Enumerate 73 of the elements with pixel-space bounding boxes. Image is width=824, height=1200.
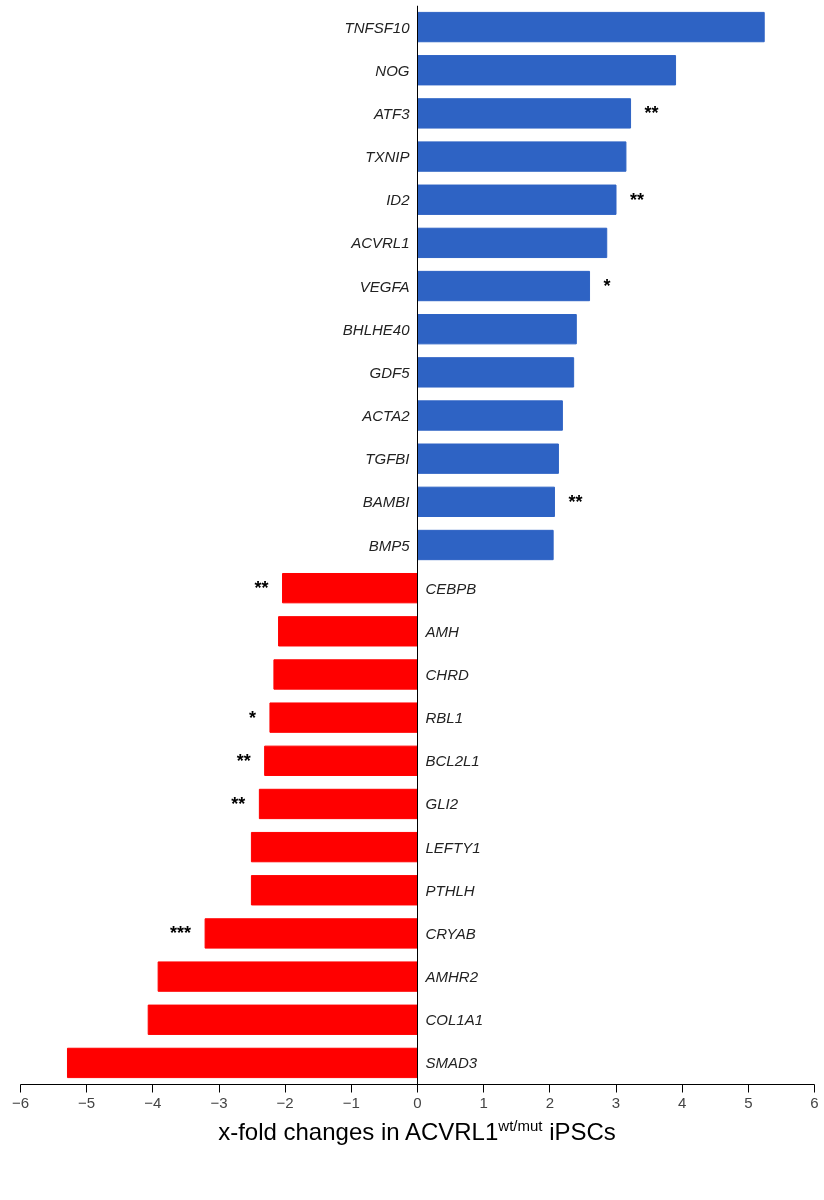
y-tick-label: RBL1 xyxy=(425,709,464,727)
y-tick-label: BHLHE40 xyxy=(342,320,411,338)
y-tick-label: TXNIP xyxy=(365,148,410,166)
annotation: * xyxy=(248,707,256,728)
bar xyxy=(250,831,418,863)
bar xyxy=(417,443,559,474)
y-tick-label: PTHLH xyxy=(425,881,475,899)
annotation: ** xyxy=(231,793,246,814)
bar xyxy=(157,961,418,992)
x-tick-label: −2 xyxy=(276,1093,294,1111)
x-tick-label: 3 xyxy=(611,1093,621,1111)
annotation: ** xyxy=(630,189,645,210)
annotation: ** xyxy=(568,491,583,512)
bar xyxy=(204,918,418,949)
bar xyxy=(250,875,418,906)
y-tick-label: COL1A1 xyxy=(425,1011,484,1029)
bar xyxy=(269,702,418,733)
x-tick-label: 1 xyxy=(479,1093,488,1111)
y-tick-label: ACTA2 xyxy=(361,407,411,425)
y-tick-label: TNFSF10 xyxy=(344,18,411,36)
bar xyxy=(147,1004,418,1035)
y-tick-label: ACVRL1 xyxy=(350,234,410,252)
y-tick-label: GLI2 xyxy=(425,795,459,813)
bar xyxy=(417,227,608,259)
y-tick-label: ID2 xyxy=(386,191,411,209)
y-tick-label: GDF5 xyxy=(369,363,411,381)
y-tick-label: BCL2L1 xyxy=(425,752,480,770)
bar xyxy=(282,572,418,604)
y-tick-label: VEGFA xyxy=(359,277,410,295)
bar xyxy=(417,270,591,302)
annotation: ** xyxy=(254,578,269,599)
y-tick-label: CRYAB xyxy=(425,924,476,942)
x-tick-label: 2 xyxy=(545,1093,555,1111)
annotation: * xyxy=(603,276,611,297)
x-tick-label: 4 xyxy=(678,1093,687,1111)
bar xyxy=(417,400,563,431)
bar xyxy=(417,11,765,43)
y-tick-label: AMH xyxy=(424,622,459,640)
y-tick-label: CHRD xyxy=(425,665,469,683)
x-tick-label: −6 xyxy=(11,1093,30,1111)
y-tick-label: LEFTY1 xyxy=(425,838,481,856)
bar xyxy=(258,788,418,820)
y-tick-label: TGFBI xyxy=(365,450,410,468)
bar xyxy=(417,141,627,172)
y-tick-label: CEBPB xyxy=(425,579,477,597)
bar xyxy=(417,357,575,388)
bar xyxy=(417,314,577,345)
bar xyxy=(417,486,555,518)
y-tick-label: BAMBI xyxy=(362,493,410,511)
x-tick-label: −5 xyxy=(78,1093,96,1111)
y-tick-label: NOG xyxy=(375,61,410,79)
y-tick-label: SMAD3 xyxy=(425,1054,478,1072)
x-tick-label: −4 xyxy=(144,1093,162,1111)
bar xyxy=(417,98,632,129)
bar xyxy=(278,616,418,647)
bar xyxy=(417,529,554,561)
bar xyxy=(66,1047,418,1079)
x-tick-label: −3 xyxy=(210,1093,228,1111)
x-tick-label: 0 xyxy=(413,1093,422,1111)
bar xyxy=(417,55,677,86)
x-axis-title: x-fold changes in ACVRL1$^{wt/mut}$ iPSCs xyxy=(218,1116,616,1147)
annotation: *** xyxy=(170,923,192,944)
y-tick-label: BMP5 xyxy=(368,536,411,554)
x-tick-label: 5 xyxy=(744,1093,753,1111)
x-tick-label: −1 xyxy=(342,1093,360,1111)
annotation: ** xyxy=(236,750,251,771)
x-tick-label: 6 xyxy=(810,1093,819,1111)
annotation: ** xyxy=(644,103,659,124)
bar xyxy=(417,184,617,215)
bar xyxy=(273,659,418,690)
y-tick-label: AMHR2 xyxy=(424,968,479,986)
y-tick-label: ATF3 xyxy=(372,104,411,122)
bar xyxy=(264,745,418,776)
